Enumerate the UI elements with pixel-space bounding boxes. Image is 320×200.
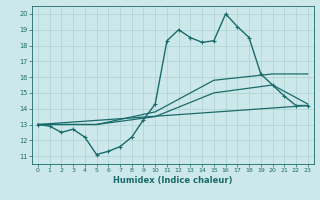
X-axis label: Humidex (Indice chaleur): Humidex (Indice chaleur) xyxy=(113,176,233,185)
